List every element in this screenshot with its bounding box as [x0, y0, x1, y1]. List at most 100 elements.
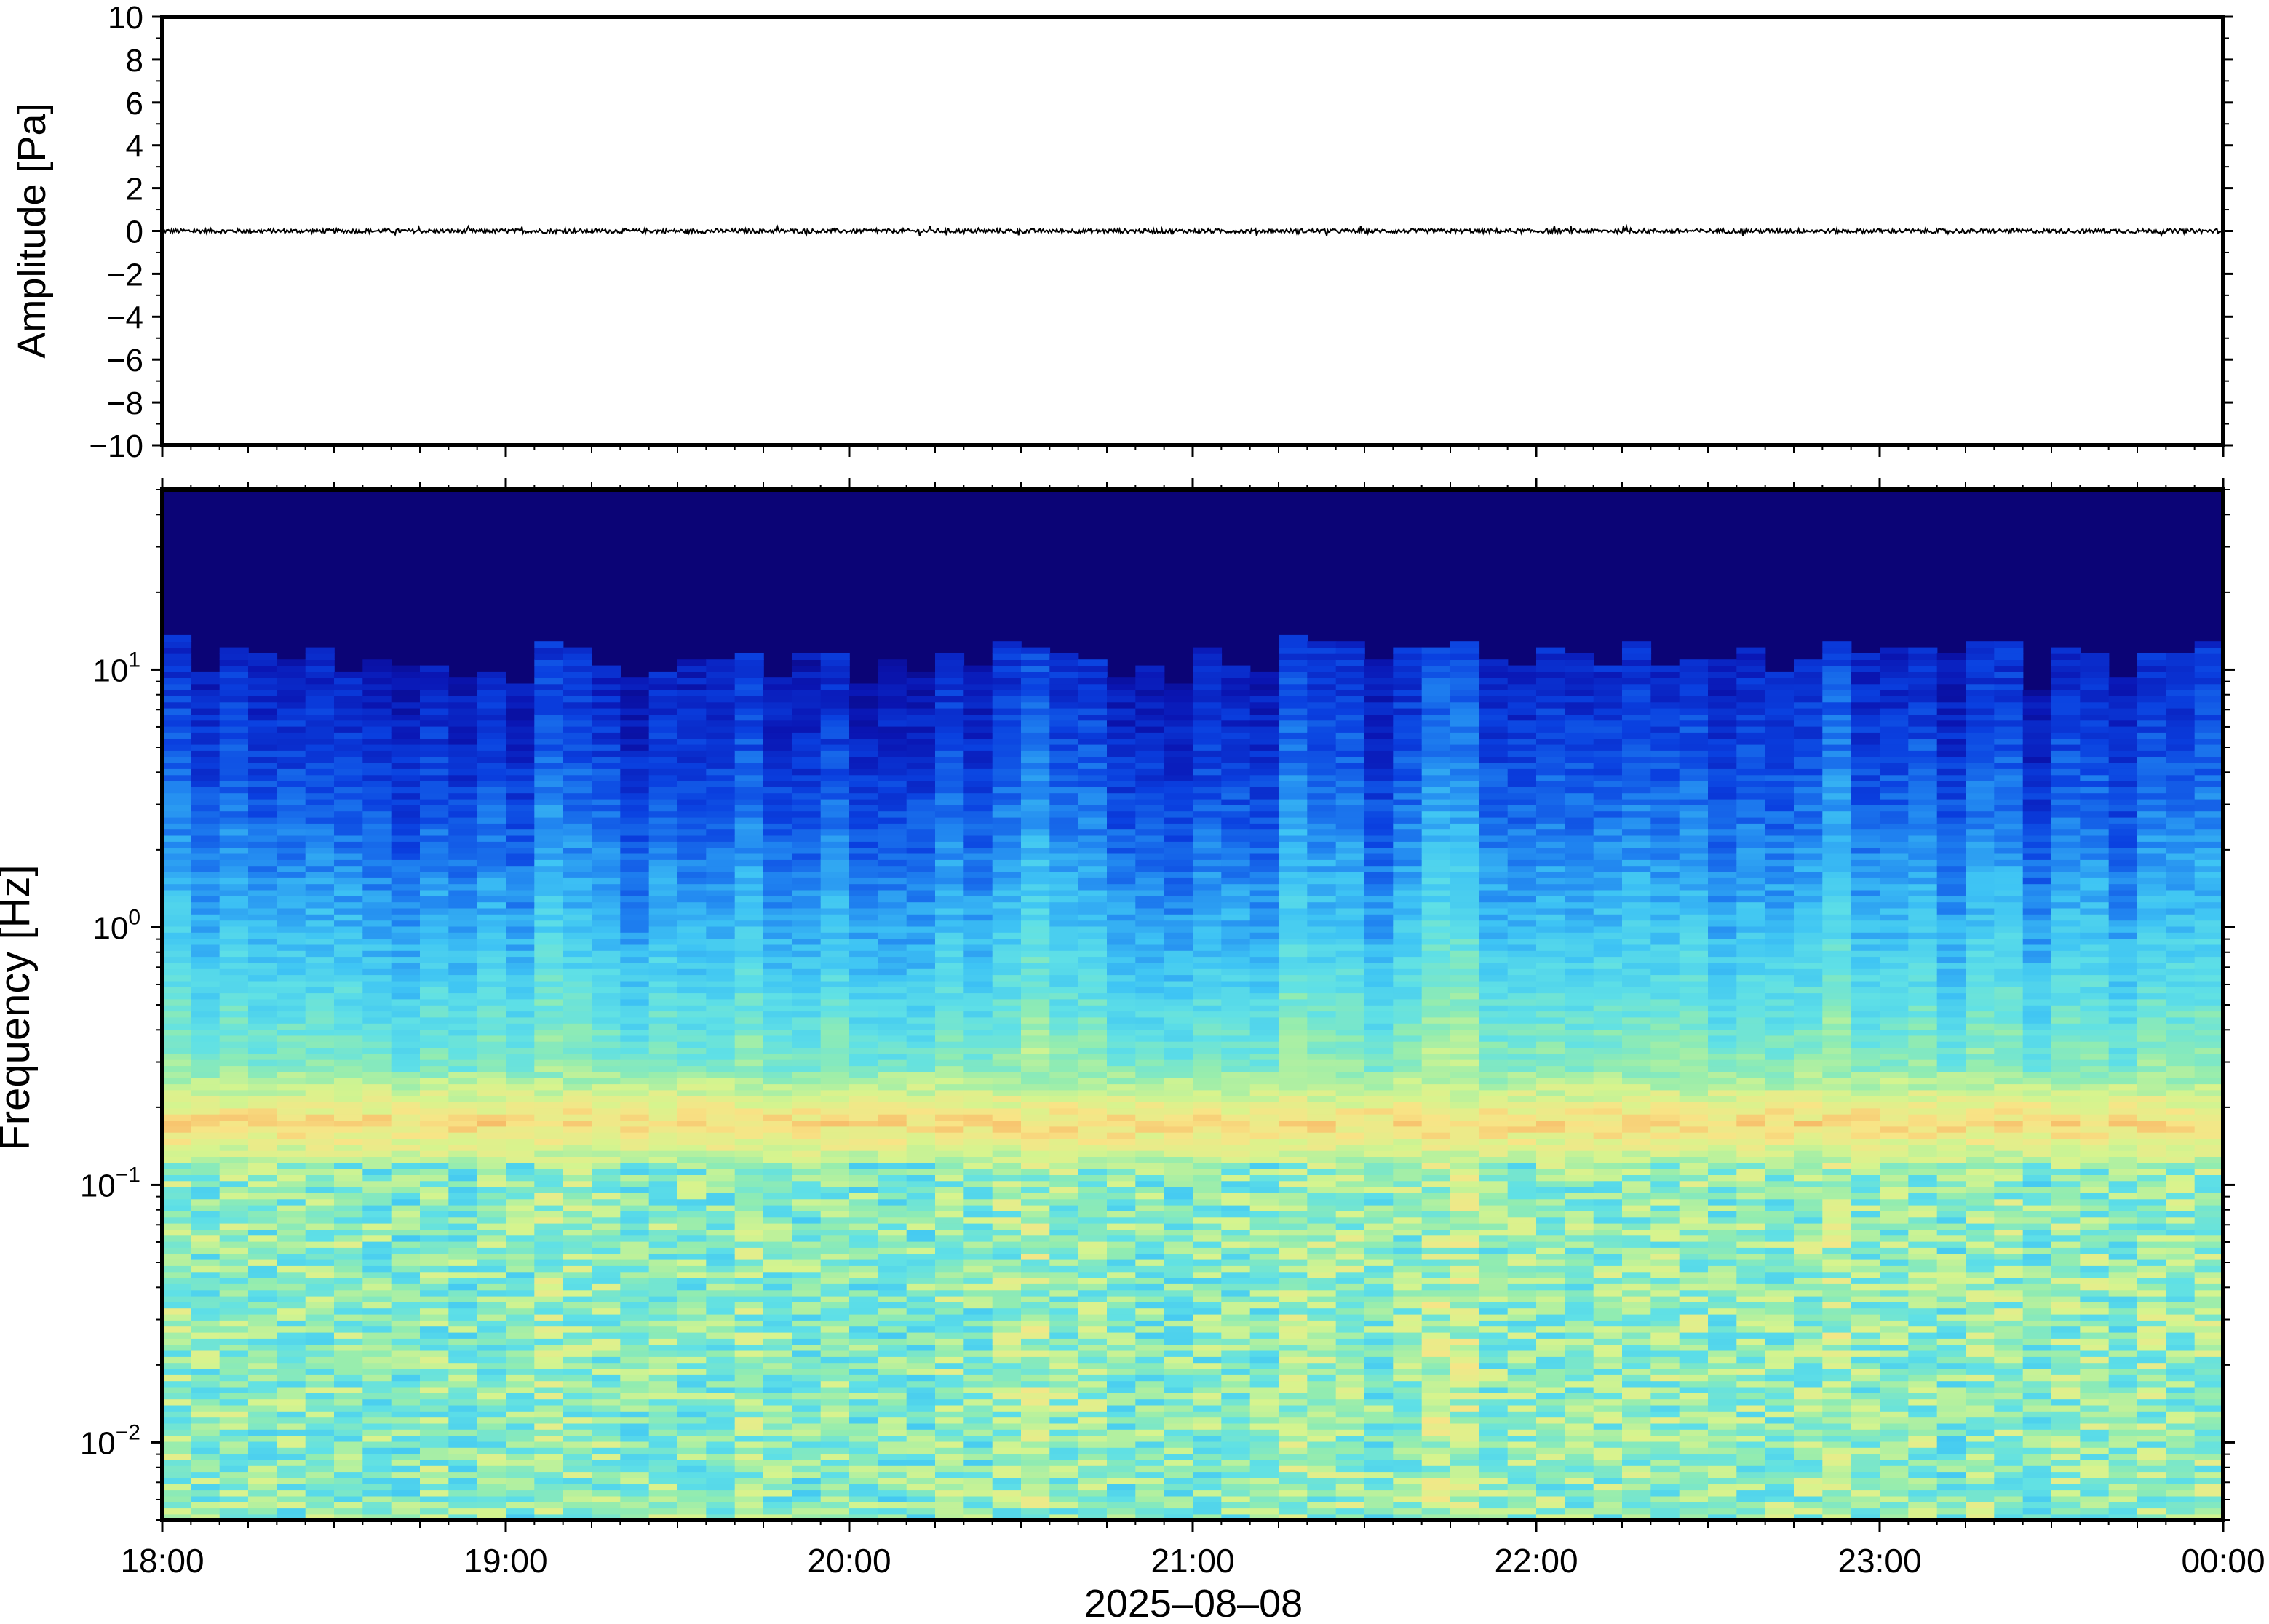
spectrogram-cell [191, 1459, 220, 1466]
spectrogram-cell [1078, 1435, 1108, 1442]
spectrogram-cell [1135, 1307, 1165, 1315]
spectrogram-cell [648, 1489, 678, 1497]
spectrogram-cell [334, 689, 364, 696]
spectrogram-cell [820, 1422, 850, 1430]
spectrogram-cell [477, 1484, 506, 1491]
spectrogram-cell [248, 877, 278, 885]
spectrogram-cell [391, 1344, 421, 1351]
spectrogram-cell [1021, 944, 1051, 951]
spectrogram-cell [448, 1374, 478, 1382]
spectrogram-cell [534, 907, 564, 915]
spectrogram-cell [849, 998, 879, 1006]
spectrogram-cell [248, 1029, 278, 1036]
spectrogram-cell [849, 1422, 879, 1430]
spectrogram-cell [1078, 1302, 1108, 1309]
spectrogram-cell [334, 1222, 364, 1230]
spectrogram-cell [1107, 1386, 1137, 1393]
spectrogram-cell [362, 1235, 392, 1242]
spectrogram-cell [477, 865, 506, 872]
spectrogram-cell [362, 756, 392, 763]
spectrogram-cell [734, 1350, 764, 1357]
spectrogram-cell [248, 1313, 278, 1321]
waveform-y-tick-label: −8 [107, 386, 143, 421]
spectrogram-cell [820, 920, 850, 927]
spectrogram-cell [706, 1422, 736, 1430]
spectrogram-cell [677, 1229, 707, 1236]
spectrogram-cell [506, 1465, 536, 1473]
spectrogram-cell [677, 677, 707, 685]
spectrogram-cell [763, 762, 793, 769]
spectrogram-cell [677, 944, 707, 951]
spectrogram-cell [677, 1265, 707, 1273]
spectrogram-cell [706, 1477, 736, 1484]
spectrogram-cell [792, 798, 822, 805]
spectrogram-cell [792, 1186, 822, 1193]
spectrogram-cell [534, 883, 564, 891]
spectrogram-cell [1107, 1107, 1137, 1115]
spectrogram-cell [706, 1362, 736, 1369]
spectrogram-cell [906, 901, 936, 909]
spectrogram-cell [620, 1393, 650, 1400]
spectrogram-cell [992, 1465, 1022, 1473]
spectrogram-cell [362, 1471, 392, 1478]
spectrogram-cell [849, 974, 879, 982]
spectrogram-cell [648, 1241, 678, 1248]
spectrogram-cell [477, 1313, 506, 1321]
spectrogram-cell [162, 1513, 192, 1521]
spectrogram-cell [420, 1156, 450, 1163]
spectrogram-cell [792, 1313, 822, 1321]
spectrogram-cell [592, 1393, 621, 1400]
spectrogram-cell [277, 701, 306, 709]
spectrogram-cell [734, 1398, 764, 1406]
spectrogram-cell [1107, 889, 1137, 896]
spectrogram-cell [763, 738, 793, 745]
spectrogram-cell [592, 689, 621, 696]
spectrogram-cell [992, 665, 1022, 672]
spectrogram-cell [592, 1404, 621, 1412]
spectrogram-cell [992, 1029, 1022, 1036]
spectrogram-cell [506, 1489, 536, 1497]
spectrogram-cell [820, 1186, 850, 1193]
spectrogram-cell [248, 1222, 278, 1230]
spectrogram-cell [677, 901, 707, 909]
spectrogram-cell [162, 1277, 192, 1284]
spectrogram-cell [391, 1253, 421, 1260]
spectrogram-cell [362, 750, 392, 757]
spectrogram-cell [992, 689, 1022, 696]
spectrogram-cell [677, 1131, 707, 1139]
spectrogram-cell [592, 968, 621, 976]
spectrogram-cell [935, 829, 965, 836]
spectrogram-cell [992, 1131, 1022, 1139]
spectrogram-cell [563, 1356, 592, 1364]
spectrogram-cell [963, 1289, 993, 1297]
spectrogram-cell [992, 841, 1022, 848]
spectrogram-cell [534, 701, 564, 709]
spectrogram-cell [477, 1489, 506, 1497]
spectrogram-cell [820, 1113, 850, 1121]
spectrogram-cell [763, 707, 793, 715]
spectrogram-cell [448, 1465, 478, 1473]
spectrogram-cell [820, 1508, 850, 1515]
spectrogram-cell [677, 1107, 707, 1115]
spectrogram-cell [1021, 1089, 1051, 1096]
spectrogram-cell [162, 738, 192, 745]
spectrogram-cell [420, 992, 450, 1000]
spectrogram-cell [677, 1247, 707, 1254]
spectrogram-cell [162, 787, 192, 794]
spectrogram-cell [592, 714, 621, 721]
spectrogram-cell [1107, 768, 1137, 776]
spectrogram-cell [792, 1193, 822, 1200]
spectrogram-cell [563, 1011, 592, 1018]
spectrogram-cell [1078, 701, 1108, 709]
spectrogram-cell [992, 938, 1022, 945]
spectrogram-cell [734, 944, 764, 951]
spectrogram-cell [477, 1016, 506, 1024]
spectrogram-cell [219, 1435, 249, 1442]
spectrogram-cell [906, 1029, 936, 1036]
spectrogram-cell [162, 853, 192, 860]
spectrogram-cell [1107, 1035, 1137, 1042]
spectrogram-cell [448, 756, 478, 763]
spectrogram-cell [191, 847, 220, 854]
spectrogram-cell [362, 1271, 392, 1278]
spectrogram-cell [506, 1078, 536, 1085]
